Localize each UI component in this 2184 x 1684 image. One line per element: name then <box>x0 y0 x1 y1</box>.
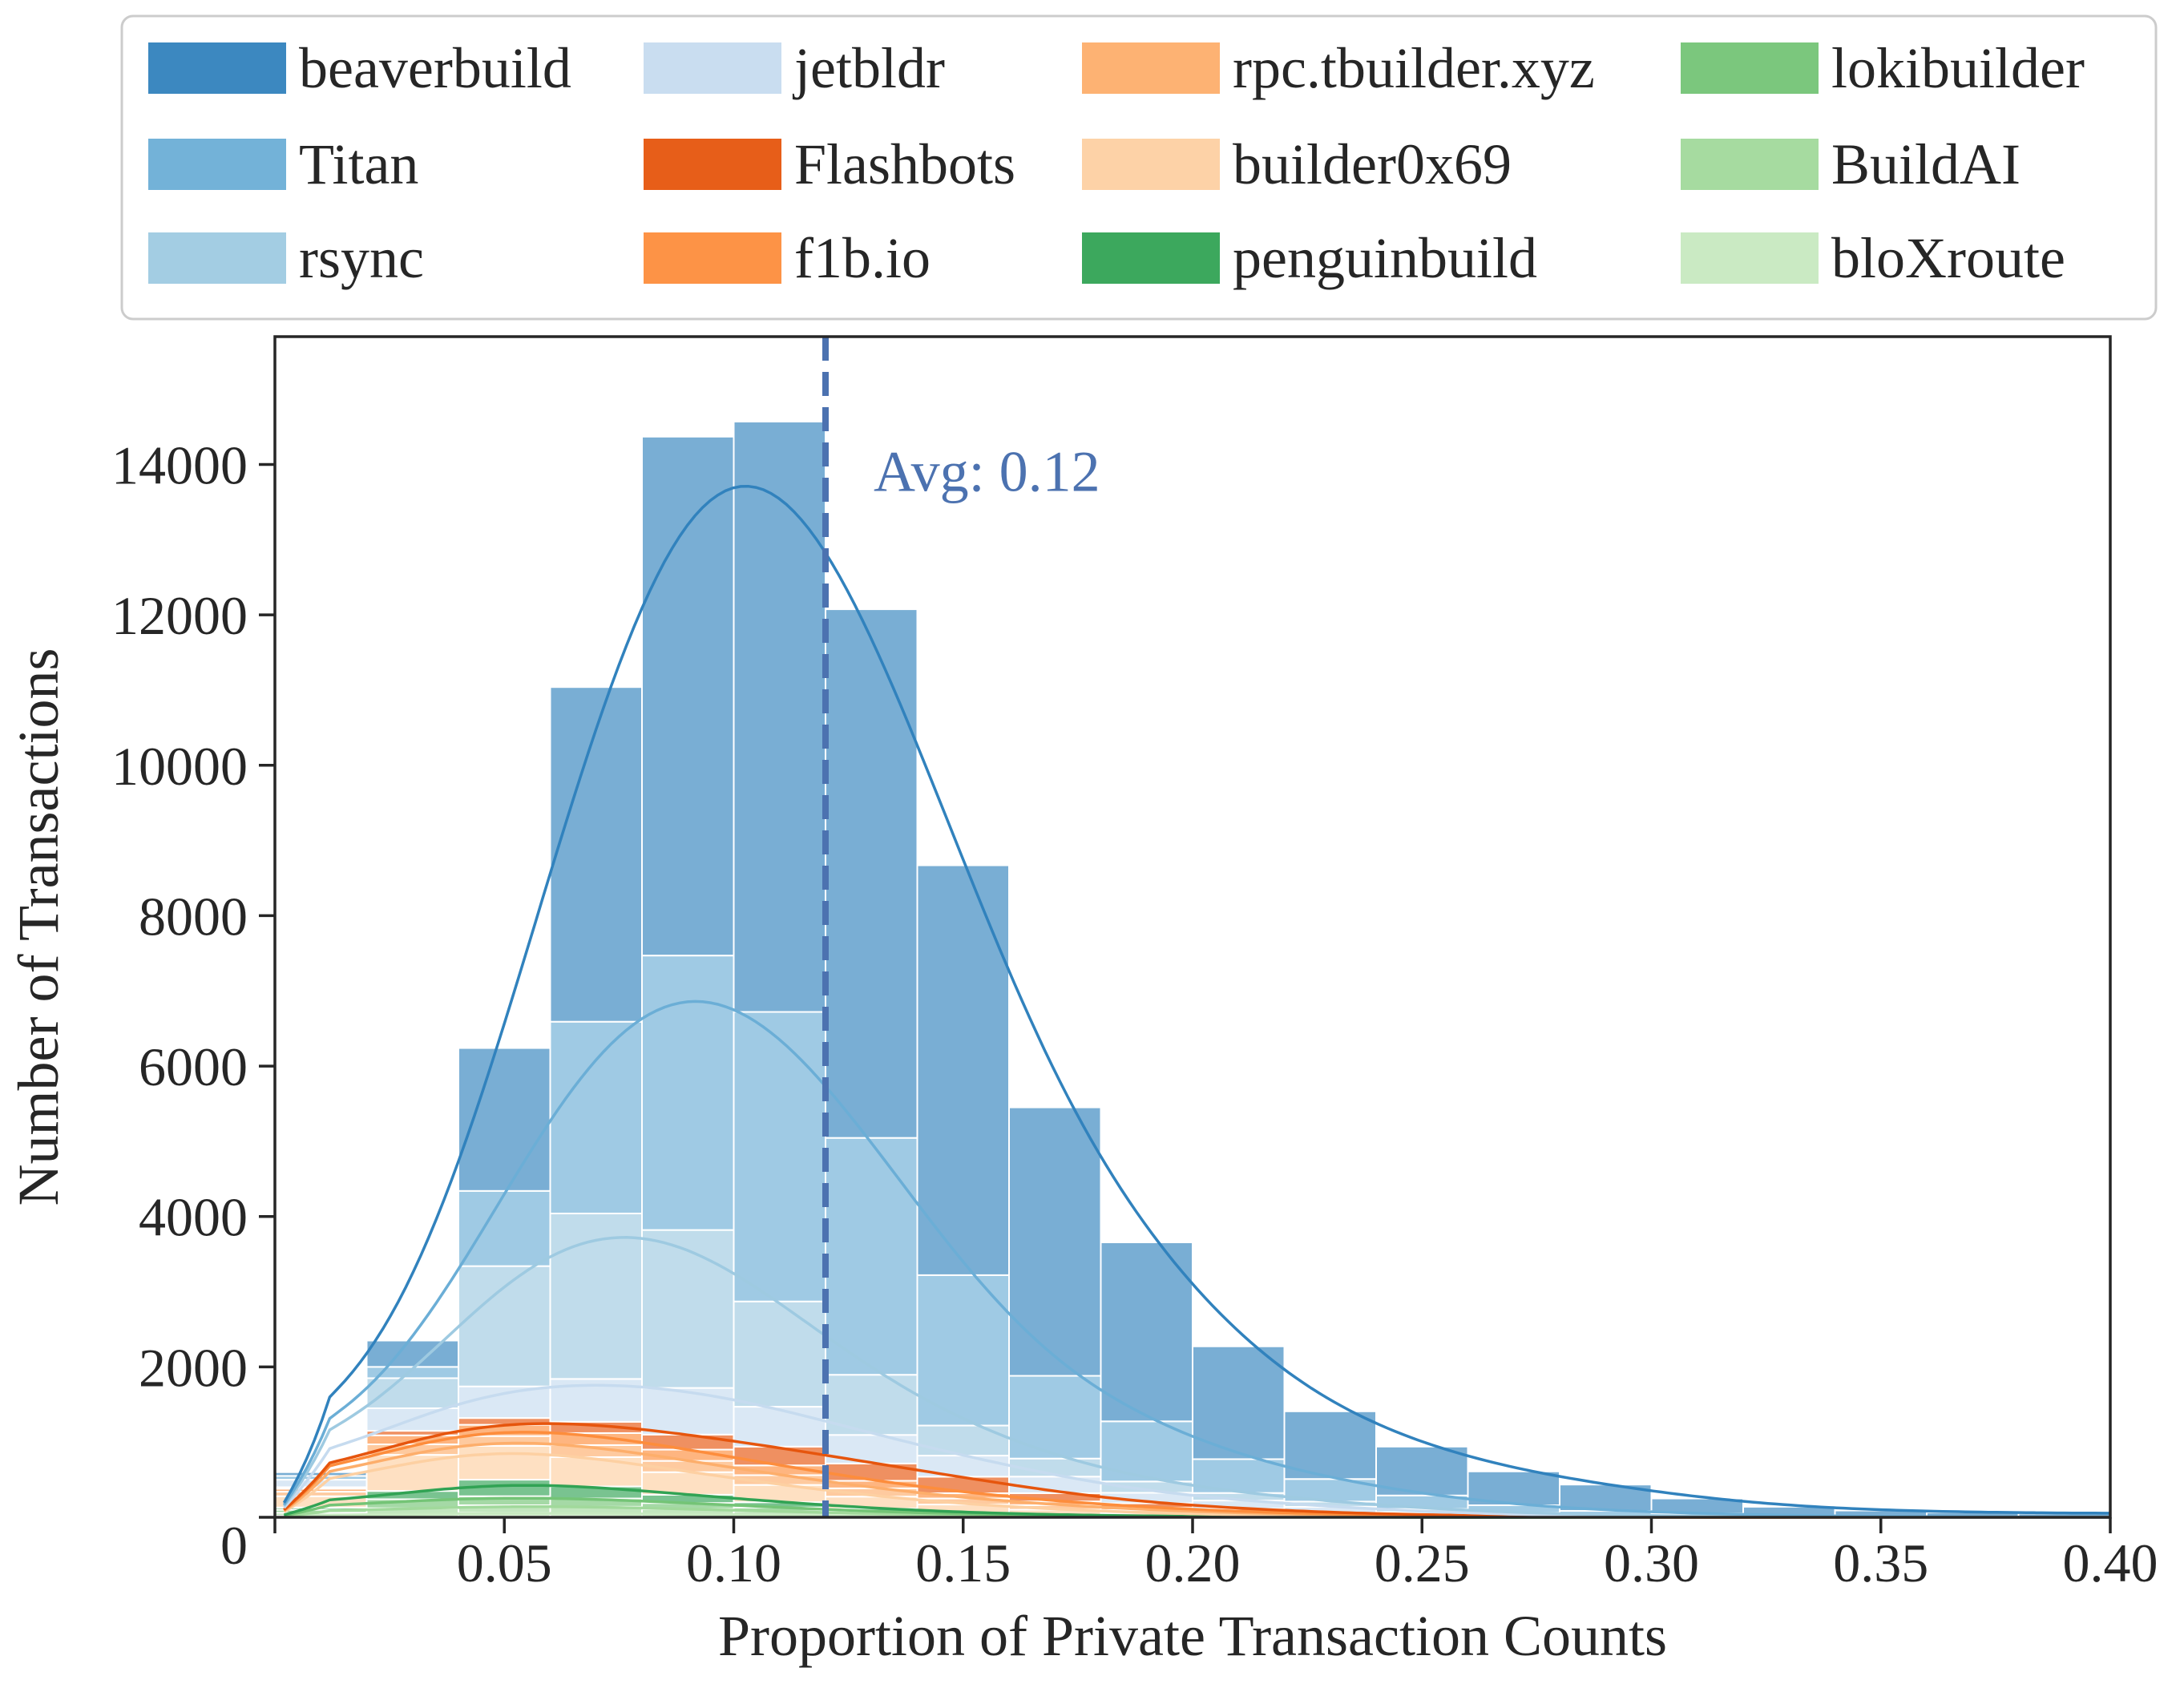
bar-jetbldr-bin-6 <box>825 1434 918 1464</box>
y-tick-label: 2000 <box>139 1337 248 1398</box>
x-tick-label: 0.20 <box>1145 1533 1241 1593</box>
bar-flashbots-bin-6 <box>825 1462 918 1482</box>
legend-label-jetbldr: jetbldr <box>792 36 945 100</box>
legend-swatch-jetbldr <box>644 42 781 94</box>
average-label: Avg: 0.12 <box>874 439 1100 503</box>
legend-label-lokibuilder: lokibuilder <box>1831 36 2085 100</box>
legend-label-bloxroute: bloXroute <box>1831 226 2065 290</box>
bar-rsync-bin-5 <box>733 1300 826 1408</box>
legend-label-f1b-io: f1b.io <box>794 226 931 290</box>
legend-label-penguinbuild: penguinbuild <box>1233 226 1537 290</box>
y-tick-label: 12000 <box>111 585 248 646</box>
y-axis: 0 2000 4000 6000 8000 10000 12000 14000 <box>111 434 275 1576</box>
bar-beaverbuild-bin-7 <box>916 864 1010 1276</box>
bar-beaverbuild-bin-3 <box>549 686 643 1023</box>
bar-beaverbuild-bin-4 <box>641 435 735 957</box>
legend-label-flashbots: Flashbots <box>794 132 1015 196</box>
bar-beaverbuild-bin-11 <box>1283 1410 1377 1480</box>
y-tick-label: 10000 <box>111 736 248 797</box>
y-tick-label: 14000 <box>111 434 248 495</box>
legend-swatch-flashbots <box>644 139 781 190</box>
x-tick-label: 0.10 <box>686 1533 781 1593</box>
bar-titan-bin-7 <box>916 1274 1010 1427</box>
bar-builder0x69-bin-3 <box>549 1456 643 1488</box>
x-axis: 0.05 0.10 0.15 0.20 0.25 0.30 0.35 0.40 <box>273 1517 2158 1593</box>
legend-swatch-buildai <box>1681 139 1819 190</box>
x-tick-label: 0.35 <box>1833 1533 1928 1593</box>
x-tick-label: 0.05 <box>457 1533 552 1593</box>
legend-swatch-titan <box>148 139 286 190</box>
y-tick-label: 0 <box>220 1515 248 1576</box>
legend-label-rsync: rsync <box>299 226 424 290</box>
bar-jetbldr-bin-5 <box>733 1406 826 1448</box>
bar-titan-bin-3 <box>549 1020 643 1214</box>
bar-titan-bin-2 <box>458 1189 551 1267</box>
legend-label-titan: Titan <box>299 132 418 196</box>
bar-beaverbuild-bin-6 <box>825 608 918 1139</box>
bar-beaverbuild-bin-5 <box>733 421 826 1013</box>
legend-swatch-builder0x69 <box>1082 139 1220 190</box>
bar-rsync-bin-1 <box>365 1377 459 1409</box>
legend-swatch-beaverbuild <box>148 42 286 94</box>
y-tick-label: 6000 <box>139 1036 248 1097</box>
curve-titan <box>282 999 2110 1519</box>
bar-flashbots-bin-4 <box>641 1433 735 1451</box>
legend-swatch-bloxroute <box>1681 232 1819 284</box>
bar-beaverbuild-bin-10 <box>1192 1345 1286 1460</box>
x-tick-label: 0.25 <box>1375 1533 1470 1593</box>
x-tick-label: 0.30 <box>1604 1533 1699 1593</box>
legend-label-builder0x69: builder0x69 <box>1233 132 1512 196</box>
legend-swatch-rpc-tbuilder-xyz <box>1082 42 1220 94</box>
bar-jetbldr-bin-2 <box>458 1385 551 1419</box>
x-tick-label: 0.40 <box>2063 1533 2158 1593</box>
bar-titan-bin-4 <box>641 955 735 1231</box>
legend-label-buildai: BuildAI <box>1831 132 2021 196</box>
bar-beaverbuild-bin-1 <box>365 1339 459 1368</box>
legend-swatch-penguinbuild <box>1082 232 1220 284</box>
legend-label-rpc-tbuilder-xyz: rpc.tbuilder.xyz <box>1233 36 1595 100</box>
legend-swatch-rsync <box>148 232 286 284</box>
bar-titan-bin-10 <box>1192 1458 1286 1494</box>
x-axis-label: Proportion of Private Transaction Counts <box>718 1604 1667 1668</box>
legend-label-beaverbuild: beaverbuild <box>299 36 571 100</box>
legend-swatch-lokibuilder <box>1681 42 1819 94</box>
legend: beaverbuild jetbldr rpc.tbuilder.xyz lokibu… <box>148 36 2085 290</box>
y-axis-label: Number of Transactions <box>6 648 71 1206</box>
bar-beaverbuild-bin-9 <box>1100 1241 1193 1423</box>
bar-titan-bin-6 <box>825 1137 918 1376</box>
bar-rsync-bin-4 <box>641 1229 735 1389</box>
curve-beaverbuild <box>282 484 2110 1515</box>
y-tick-label: 4000 <box>139 1187 248 1248</box>
bar-beaverbuild-bin-8 <box>1008 1106 1102 1377</box>
bar-titan-bin-8 <box>1008 1375 1102 1460</box>
bar-rsync-bin-7 <box>916 1424 1010 1457</box>
bar-builder0x69-bin-2 <box>458 1444 551 1481</box>
bar-rsync-bin-2 <box>458 1265 551 1387</box>
bar-titan-bin-5 <box>733 1011 826 1302</box>
x-tick-label: 0.15 <box>915 1533 1011 1593</box>
legend-swatch-f1b-io <box>644 232 781 284</box>
y-tick-label: 8000 <box>139 886 248 947</box>
stacked-bars <box>274 421 2111 1519</box>
bar-jetbldr-bin-4 <box>641 1387 735 1436</box>
